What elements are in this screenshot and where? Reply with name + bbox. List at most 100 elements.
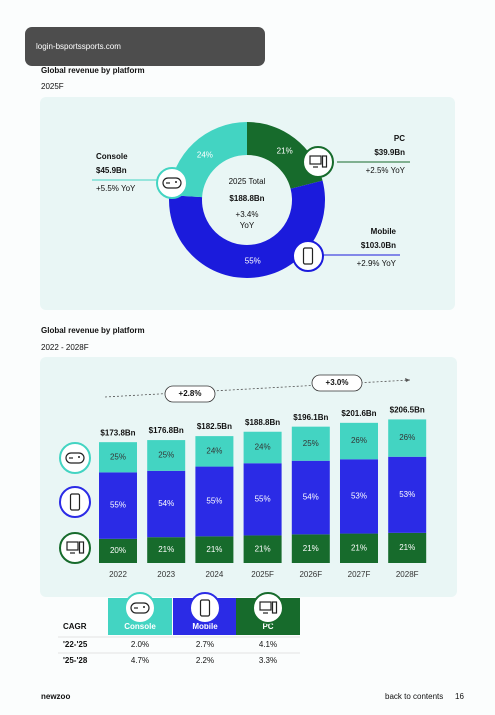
total-label: $182.5Bn — [197, 422, 232, 431]
segment-label: 25% — [110, 452, 126, 461]
callout-name: Mobile — [371, 227, 397, 236]
arrow-head — [405, 378, 410, 382]
bar-segment — [147, 537, 186, 563]
icon — [162, 177, 182, 189]
page-number: 16 — [455, 692, 464, 701]
segment-label: 21% — [351, 543, 367, 552]
bar-segment — [388, 532, 427, 563]
growth-label: +2.8% — [179, 389, 202, 398]
table-header-label: Console — [124, 622, 156, 631]
total-label: $196.1Bn — [293, 413, 328, 422]
icon — [78, 456, 80, 458]
bar-segment — [340, 422, 378, 460]
bar-segment — [388, 419, 427, 457]
icon — [65, 452, 85, 464]
bar-segment — [340, 533, 378, 563]
icon-circle — [189, 592, 221, 624]
table-header-label: Mobile — [192, 622, 218, 631]
footer: newzoo back to contents 16 — [41, 692, 464, 701]
total-label: $201.6Bn — [341, 409, 376, 418]
icon — [78, 541, 85, 554]
bar-segment — [195, 466, 234, 537]
callout-yoy: +5.5% YoY — [96, 184, 136, 193]
bar-segment — [291, 534, 330, 563]
segment-label: 21% — [158, 545, 174, 554]
donut-subtitle: 2025F — [41, 82, 64, 91]
bar-subtitle: 2022 - 2028F — [41, 343, 89, 352]
callout-amount: $39.9Bn — [374, 148, 405, 157]
segment-label: 25% — [303, 439, 319, 448]
donut-title: Global revenue by platform — [41, 66, 145, 75]
bar-segment — [99, 472, 137, 539]
table-cell: 2.7% — [196, 640, 214, 649]
total-label: $176.8Bn — [149, 426, 184, 435]
x-tick-label: 2022 — [109, 570, 127, 579]
donut-segment — [169, 180, 325, 278]
icon — [130, 602, 150, 614]
segment-label: 53% — [351, 492, 367, 501]
watermark-box — [25, 27, 265, 66]
x-tick-label: 2025F — [251, 570, 274, 579]
segment-label: 54% — [158, 499, 174, 508]
bar-segment — [195, 436, 234, 467]
bar-title: Global revenue by platform — [41, 326, 145, 335]
bar-segment — [99, 538, 137, 563]
callout-amount: $103.0Bn — [361, 241, 396, 250]
bar-segment — [243, 535, 282, 563]
segment-label: 21% — [206, 545, 222, 554]
watermark: login-bsportssports.com — [36, 42, 121, 51]
segment-label: 55% — [110, 501, 126, 510]
table-row-label: '22-'25 — [63, 640, 88, 649]
icon — [175, 181, 177, 183]
center-value: $188.8Bn — [229, 194, 264, 203]
total-label: $188.8Bn — [245, 418, 280, 427]
growth-arrow — [104, 379, 411, 398]
icon — [271, 601, 278, 614]
callout-name: Console — [96, 152, 128, 161]
logo: newzoo — [41, 692, 70, 701]
bar-segment — [291, 426, 330, 461]
icon — [69, 493, 81, 511]
icon-circle — [252, 592, 284, 624]
center-label: 2025 Total — [229, 177, 266, 186]
segment-label: 21% — [399, 543, 415, 552]
segment-label: 24% — [197, 150, 213, 159]
table-row-label: '25-'28 — [63, 656, 88, 665]
callout-amount: $45.9Bn — [96, 166, 127, 175]
segment-label: 21% — [255, 544, 271, 553]
table-cell: 2.2% — [196, 656, 214, 665]
x-tick-label: 2028F — [396, 570, 419, 579]
bar-segment — [99, 442, 137, 473]
bar-segment — [243, 463, 282, 536]
segment-label: 21% — [303, 544, 319, 553]
table-header: CAGR — [63, 622, 87, 631]
segment-label: 55% — [255, 494, 271, 503]
segment-label: 54% — [303, 493, 319, 502]
bar-segment — [147, 440, 186, 471]
bar-segment — [195, 536, 234, 563]
icon-circle — [59, 532, 91, 564]
segment-label: 20% — [110, 546, 126, 555]
icon — [199, 599, 211, 617]
segment-label: 21% — [277, 147, 293, 156]
icon — [302, 247, 314, 265]
bar-segment — [388, 456, 427, 533]
bar-segment — [147, 470, 186, 538]
segment-label: 24% — [206, 446, 222, 455]
icon-circle — [59, 486, 91, 518]
donut-panel — [40, 97, 455, 310]
total-label: $206.5Bn — [390, 406, 425, 415]
icon — [321, 155, 328, 168]
donut-segment — [169, 122, 247, 198]
back-link[interactable]: back to contents — [385, 692, 443, 701]
total-label: $173.8Bn — [100, 428, 135, 437]
segment-label: 24% — [255, 443, 271, 452]
segment-label: 53% — [399, 490, 415, 499]
donut-segment — [247, 122, 323, 189]
x-tick-label: 2027F — [348, 570, 371, 579]
icon — [309, 155, 322, 165]
icon — [259, 601, 272, 611]
growth-pill — [311, 374, 363, 392]
segment-label: 26% — [399, 433, 415, 442]
bar-segment — [291, 460, 330, 535]
